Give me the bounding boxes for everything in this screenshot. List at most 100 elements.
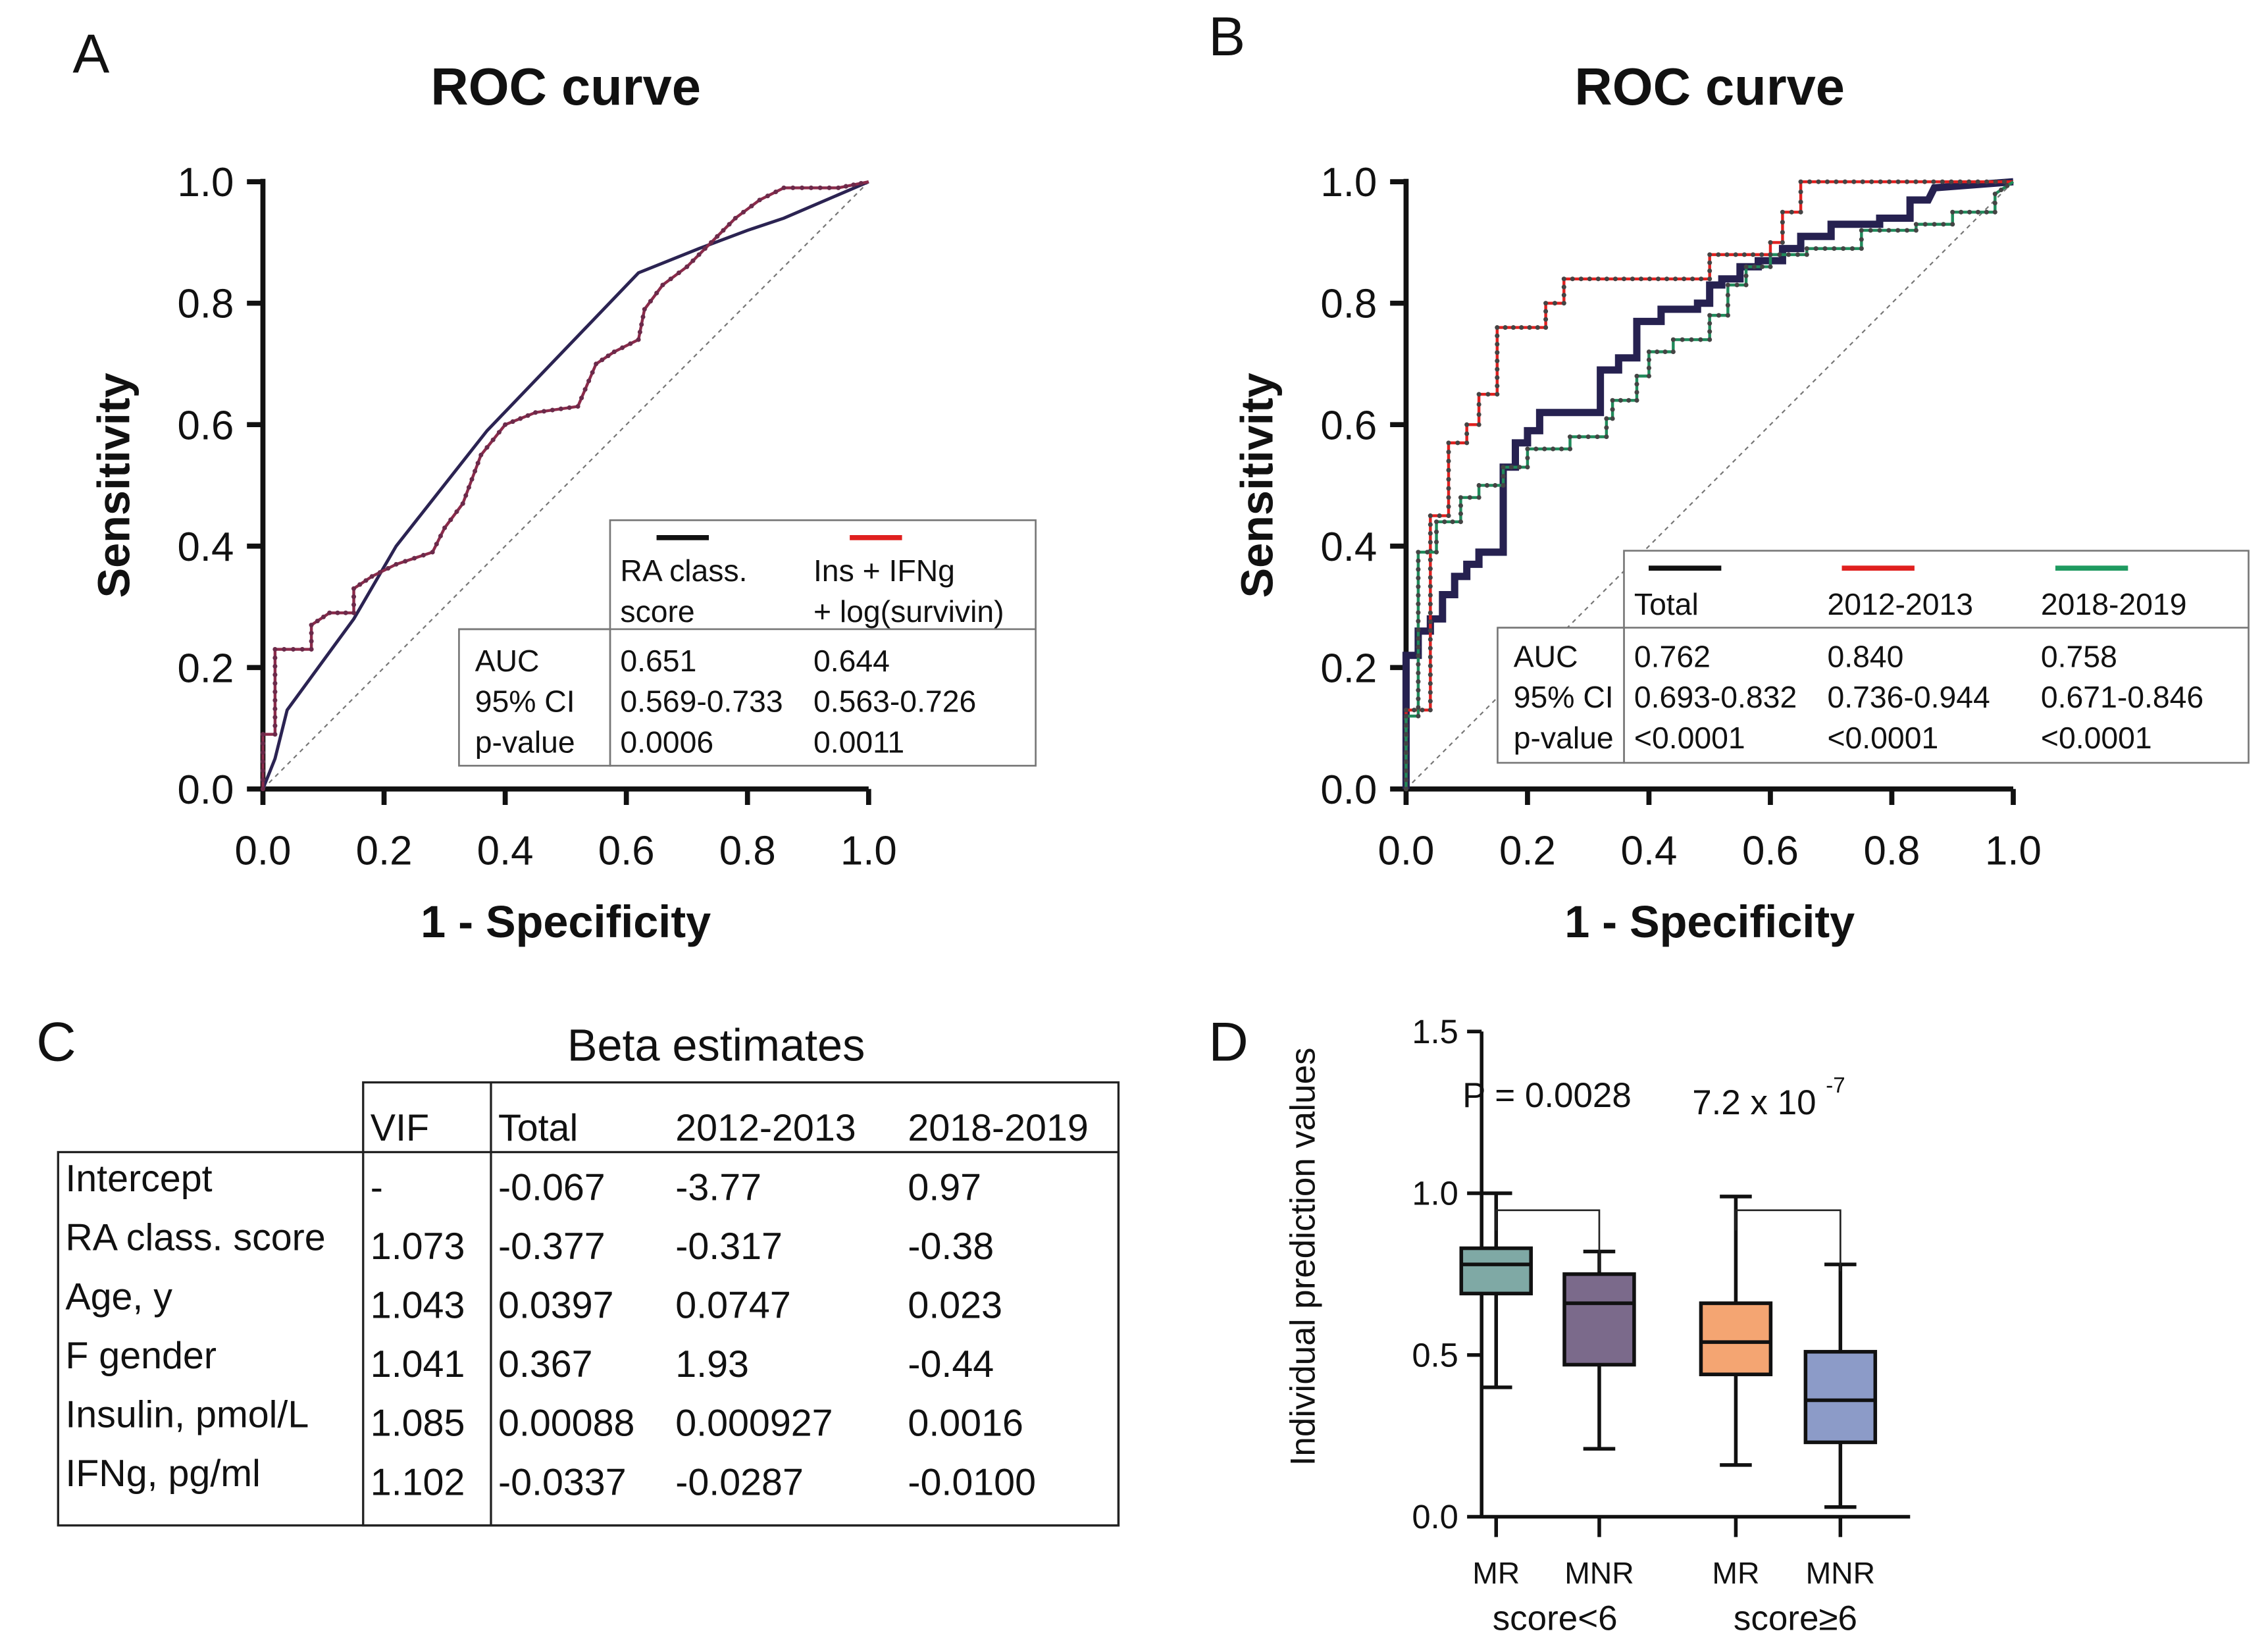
roc-point [702,246,708,251]
legend-value: 0.569-0.733 [620,684,783,719]
roc-point [1913,222,1918,227]
roc-point [1634,373,1639,378]
roc-point [260,759,266,764]
roc-point [1464,431,1470,436]
x-axis-label: 1 - Specificity [421,897,711,947]
roc-point [800,185,805,190]
roc-point [1869,179,1874,184]
table-cell: -0.067 [498,1166,605,1208]
roc-point [749,203,754,209]
roc-point [1567,434,1573,440]
roc-point [1922,222,1928,227]
roc-point [1707,321,1712,326]
roc-point [290,647,296,652]
legend-row-label: p-value [475,725,575,760]
table-row-label: F gender [65,1335,217,1377]
roc-point [1501,465,1506,470]
roc-point [1428,708,1433,713]
roc-point [1476,392,1481,397]
roc-point [1886,228,1892,233]
roc-point [490,437,496,442]
roc-point [1780,230,1785,235]
y-tick-label: 0.0 [1412,1498,1458,1536]
roc-point [1576,434,1582,440]
roc-point [1913,179,1918,184]
roc-point [1759,252,1764,257]
roc-point [1434,550,1439,555]
x-category-label: MR [1472,1556,1520,1590]
table-title: Beta estimates [567,1020,865,1070]
roc-point [1416,679,1421,684]
x-tick-label: 0.0 [1378,828,1434,873]
roc-point [1458,495,1463,500]
roc-point [1495,375,1500,380]
roc-point [1610,407,1615,412]
roc-point [1446,486,1451,491]
table-cell: 1.085 [371,1403,465,1445]
roc-point [357,582,363,587]
roc-point [1434,529,1439,534]
roc-point [1587,276,1592,282]
roc-point [1604,416,1609,421]
roc-point [1455,440,1460,446]
legend-value: <0.0001 [1634,721,1745,755]
roc-point [1646,373,1651,378]
roc-point [1495,333,1500,338]
roc-point [1416,713,1421,719]
roc-point [1634,398,1639,403]
roc-point [1664,276,1670,282]
roc-point [1527,325,1532,330]
legend-row-label: AUC [1514,639,1578,673]
roc-point [1428,513,1433,519]
roc-series-line [1402,178,2014,789]
roc-point [1416,550,1421,555]
legend-value: 0.644 [813,644,890,678]
roc-point [676,271,681,276]
roc-point [327,610,332,615]
roc-point [765,194,770,199]
roc-point [1416,661,1421,667]
roc-point [1816,179,1821,184]
table-row-label: Intercept [65,1158,212,1200]
group-label: score<6 [1493,1599,1618,1638]
roc-point [1634,390,1639,395]
roc-point [1561,301,1566,306]
table-column-header: 2018-2019 [908,1107,1088,1149]
legend-header: 2012-2013 [1827,587,1973,621]
roc-point [1849,246,1855,251]
roc-point [1780,209,1785,215]
roc-point [1707,260,1712,265]
roc-point [620,345,625,350]
legend-header: Ins + IFNg [813,554,955,588]
roc-point [1428,575,1433,581]
roc-point [503,422,508,427]
roc-point [1807,179,1813,184]
roc-point [1425,550,1430,555]
roc-point [1503,325,1508,330]
legend-value: 0.651 [620,644,696,678]
roc-point [628,341,633,346]
roc-point [1768,240,1773,245]
legend-table-row-labels-frame [458,628,611,767]
roc-point [272,706,278,711]
roc-point [412,555,417,561]
roc-point [715,234,720,239]
roc-point [299,647,305,652]
roc-point [1992,192,1997,197]
roc-point [1416,567,1421,572]
roc-point [1416,653,1421,658]
roc-point [1403,708,1408,713]
roc-point [836,185,841,190]
roc-point [1904,228,1910,233]
roc-point [1612,276,1618,282]
x-tick-label: 0.0 [235,828,292,873]
roc-point [1610,416,1615,421]
legend-value: 0.563-0.726 [813,684,976,719]
y-tick-label: 0.2 [1320,646,1377,691]
y-axis-label: Sensitivity [1232,373,1282,598]
roc-point [272,647,278,652]
roc-point [442,525,448,530]
roc-point [1533,446,1539,452]
roc-point [1751,264,1757,269]
p-value-label: 7.2 x 10 [1692,1083,1816,1122]
